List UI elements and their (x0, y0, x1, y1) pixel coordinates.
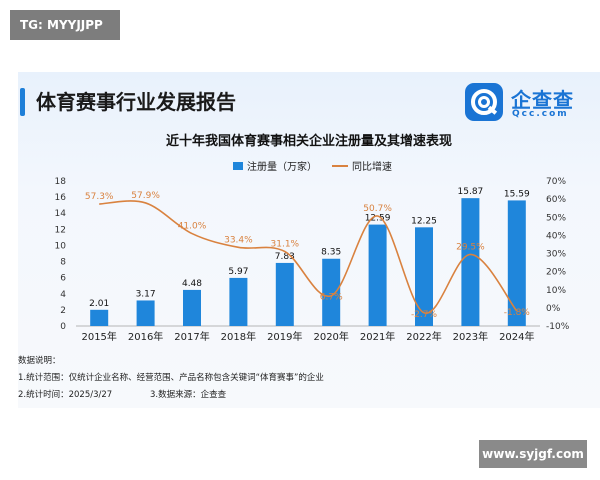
x-axis-tick-label: 2017年 (174, 330, 209, 343)
y2-axis-tick-label: 40% (546, 231, 566, 241)
y2-axis-tick-label: -10% (546, 322, 570, 332)
growth-line (99, 200, 518, 314)
bar-value-label: 15.87 (458, 187, 484, 197)
bar (229, 277, 248, 326)
y-axis-tick-label: 14 (55, 209, 67, 219)
chart-title: 近十年我国体育赛事相关企业注册量及其增速表现 (165, 134, 452, 149)
bar-value-label: 3.17 (136, 289, 156, 299)
title-accent-bar (20, 88, 25, 116)
report-title: 体育赛事行业发展报告 (36, 90, 236, 114)
y2-axis-tick-label: 70% (546, 177, 566, 187)
growth-label: 41.0% (178, 222, 207, 232)
growth-label: 31.1% (271, 240, 300, 250)
bar (322, 258, 341, 326)
bar-value-label: 7.83 (275, 252, 295, 262)
y-axis-tick-label: 10 (55, 241, 67, 251)
x-axis-tick-label: 2016年 (128, 330, 163, 343)
bar (368, 224, 387, 326)
bar-value-label: 2.01 (89, 299, 109, 309)
x-axis-tick-label: 2023年 (453, 330, 488, 343)
y-axis-tick-label: 18 (55, 177, 67, 187)
bar (415, 227, 433, 326)
notes-line-2: 2.统计时间：2025/3/27 (18, 390, 113, 400)
x-axis-tick-label: 2021年 (360, 330, 395, 343)
qcc-logo: 企查查 Qcc.com (464, 82, 580, 122)
x-axis-tick-label: 2019年 (267, 330, 302, 343)
growth-label: 33.4% (224, 235, 253, 245)
bar (507, 200, 526, 326)
x-axis-tick-label: 2015年 (81, 330, 116, 343)
notes-heading: 数据说明： (18, 356, 61, 366)
x-axis-tick-label: 2018年 (221, 330, 256, 343)
bar-value-label: 8.35 (321, 248, 341, 258)
legend-label-bar: 注册量（万家） (247, 160, 317, 173)
growth-label: 29.5% (456, 242, 485, 252)
bar-value-label: 12.25 (411, 216, 437, 226)
bar-value-label: 5.97 (228, 267, 248, 277)
bar (183, 289, 201, 326)
bar (90, 309, 109, 326)
y2-axis-tick-label: 10% (546, 286, 566, 296)
notes-line-1: 1.统计范围：仅统计企业名称、经营范围、产品名称包含关键词“体育赛事”的企业 (18, 373, 324, 383)
y-axis-tick-label: 16 (55, 193, 67, 203)
site-watermark: www.syjgf.com (479, 440, 587, 468)
y-axis-tick-label: 0 (60, 322, 66, 332)
y2-axis-tick-label: 20% (546, 268, 566, 278)
growth-label: -1.8% (504, 308, 531, 318)
notes-line-3: 3.数据来源：企查查 (150, 390, 227, 400)
source-tag: TG: MYYJJPP (10, 10, 120, 40)
bar-value-label: 4.48 (182, 279, 202, 289)
x-axis-tick-label: 2020年 (313, 330, 348, 343)
growth-label: 50.7% (363, 204, 392, 214)
y2-axis-tick-label: 60% (546, 195, 566, 205)
y-axis-tick-label: 12 (55, 225, 66, 235)
x-axis-tick-label: 2024年 (499, 330, 534, 343)
y-axis-tick-label: 2 (60, 306, 66, 316)
bar (461, 198, 480, 326)
y2-axis-tick-label: 50% (546, 213, 566, 223)
legend-swatch-bar (233, 162, 243, 170)
x-axis-tick-label: 2022年 (406, 330, 441, 343)
growth-label: 57.9% (131, 191, 160, 201)
growth-label: 57.3% (85, 192, 114, 202)
logo-wordmark: 企查查 (511, 88, 574, 112)
bar-value-label: 15.59 (504, 189, 530, 199)
growth-label: 6.7% (320, 293, 343, 303)
y-axis-tick-label: 6 (60, 274, 66, 284)
y2-axis-tick-label: 0% (546, 304, 561, 314)
chart-area: 注册量（万家） 同比增速 0 2 4 6 8 10 12 14 16 18 -10% 0% 10% 20% 30… (55, 160, 570, 343)
bar (275, 262, 294, 326)
legend-label-line: 同比增速 (352, 160, 392, 173)
bar-value-label: 12.59 (365, 214, 391, 224)
growth-label: -2.7% (411, 310, 438, 320)
y2-axis-tick-label: 30% (546, 250, 566, 260)
y-axis-tick-label: 8 (60, 258, 66, 268)
logo-domain: Qcc.com (512, 109, 569, 119)
qcc-logo-icon (465, 83, 503, 121)
bar (136, 300, 155, 326)
report-card: 体育赛事行业发展报告 企查查 Qcc.com 近十年我国体育赛事相关企业注册量及… (18, 72, 600, 408)
y-axis-tick-label: 4 (60, 290, 66, 300)
